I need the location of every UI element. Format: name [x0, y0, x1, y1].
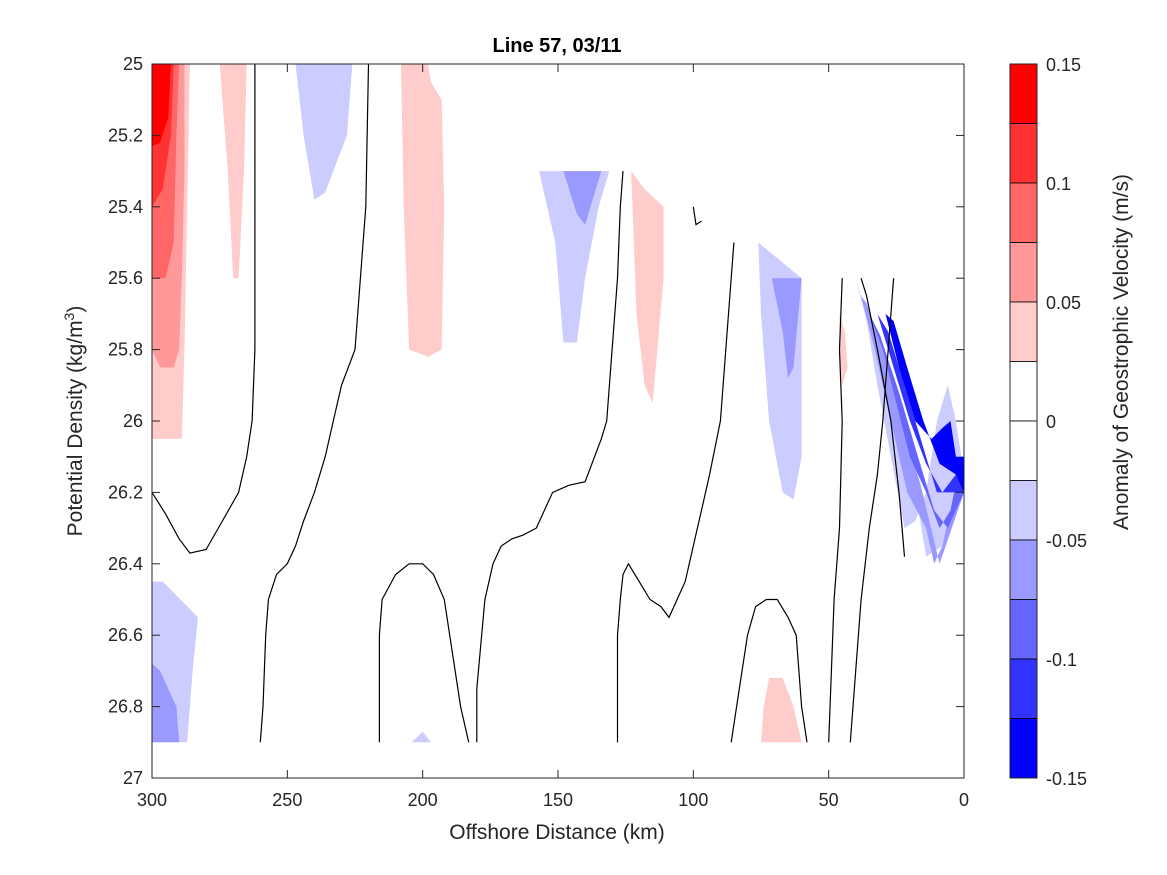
- x-tick-label: 250: [272, 790, 302, 810]
- colorbar-swatch-3: [1009, 242, 1038, 303]
- y-tick-label: 25.4: [108, 197, 143, 217]
- x-tick-label: 100: [678, 790, 708, 810]
- contour-region-10: [631, 171, 664, 404]
- colorbar-swatch-8: [1009, 539, 1038, 600]
- y-tick-label: 25.6: [108, 268, 143, 288]
- plot-area: 300 250 200 150 100 50 0 2525.225.425.625.8262…: [108, 54, 969, 810]
- contour-region-22: [761, 678, 802, 743]
- colorbar-tick-label: 0.15: [1046, 55, 1081, 75]
- contour-region-18: [885, 313, 964, 493]
- zero-contour-line-9: [860, 278, 906, 557]
- colorbar-swatch-1: [1009, 123, 1038, 184]
- zero-contour-line-7: [828, 278, 843, 743]
- colorbar-swatch-9: [1009, 599, 1038, 660]
- y-tick-label: 25.2: [108, 125, 143, 145]
- x-tick-label: 150: [543, 790, 573, 810]
- colorbar-tick-label: -0.1: [1046, 650, 1077, 670]
- y-axis-label-end: ): [64, 306, 87, 313]
- y-axis-label-main: Potential Density (kg/m: [64, 320, 87, 536]
- y-axis-ticks: 25 25.2 25.4 25.6 25.8 26 26.2 26.4 26.6 26.8 27: [108, 54, 964, 788]
- colorbar-ticks: 0.15 0.1 0.05 0 -0.05 -0.1 -0.15: [1046, 55, 1087, 789]
- contour-region-17: [877, 313, 964, 493]
- zero-contour-lines: [152, 64, 906, 743]
- filled-contours: [152, 64, 964, 743]
- x-axis-label: Offshore Distance (km): [449, 821, 665, 844]
- contour-region-8: [539, 171, 610, 343]
- zero-contour-line-0: [152, 64, 256, 554]
- colorbar-tick-label: 0: [1046, 412, 1056, 432]
- zero-contour-line-8: [849, 278, 895, 743]
- contour-region-7: [401, 64, 445, 357]
- colorbar-tick-label: 0.05: [1046, 293, 1081, 313]
- colorbar-label: Anomaly of Geostrophic Velocity (m/s): [1110, 174, 1133, 530]
- zero-contour-line-1: [259, 64, 370, 743]
- contour-region-21: [411, 731, 431, 743]
- y-tick-label: 26.8: [108, 697, 143, 717]
- colorbar-tick-label: -0.05: [1046, 531, 1087, 551]
- y-tick-label: 26.4: [108, 554, 143, 574]
- y-tick-label: 26.6: [108, 625, 143, 645]
- contour-region-6: [295, 64, 353, 200]
- y-tick-label: 26: [123, 411, 143, 431]
- y-tick-label: 27: [123, 768, 143, 788]
- x-tick-label: 200: [408, 790, 438, 810]
- contour-region-12: [771, 278, 802, 379]
- zero-contour-line-5: [692, 206, 702, 226]
- contour-region-16: [869, 313, 964, 529]
- colorbar-swatch-0: [1009, 63, 1038, 124]
- y-tick-label: 26.2: [108, 482, 143, 502]
- colorbar-swatch-4: [1009, 301, 1038, 362]
- colorbar-swatch-7: [1009, 480, 1038, 541]
- colorbar-swatch-11: [1009, 718, 1038, 779]
- colorbar-frame: [1009, 63, 1038, 779]
- colorbar-swatch-10: [1009, 658, 1038, 719]
- contour-region-20: [152, 663, 180, 743]
- x-axis-ticks: 300 250 200 150 100 50 0: [137, 64, 969, 810]
- contour-region-9: [563, 171, 602, 225]
- colorbar-tick-label: 0.1: [1046, 174, 1071, 194]
- zero-contour-line-3: [476, 171, 624, 743]
- x-tick-label: 0: [959, 790, 969, 810]
- zero-contour-line-6: [730, 598, 808, 743]
- colorbar-swatch-5: [1009, 361, 1038, 422]
- x-tick-label: 300: [137, 790, 167, 810]
- colorbar-swatch-6: [1009, 420, 1038, 481]
- colorbar-tick-label: -0.15: [1046, 769, 1087, 789]
- zero-contour-line-2: [378, 563, 470, 743]
- contour-region-5: [219, 64, 247, 279]
- y-axis-label: Potential Density (kg/m3): [61, 306, 87, 537]
- colorbar-swatch-2: [1009, 182, 1038, 243]
- y-tick-label: 25: [123, 54, 143, 74]
- x-tick-label: 50: [819, 790, 839, 810]
- chart-title: Line 57, 03/11: [493, 35, 622, 57]
- contour-region-4: [152, 64, 171, 147]
- y-axis-label-sup: 3: [61, 312, 77, 320]
- y-tick-label: 25.8: [108, 340, 143, 360]
- colorbar: [1009, 63, 1038, 779]
- contour-region-13: [839, 313, 848, 386]
- zero-contour-line-4: [616, 242, 735, 743]
